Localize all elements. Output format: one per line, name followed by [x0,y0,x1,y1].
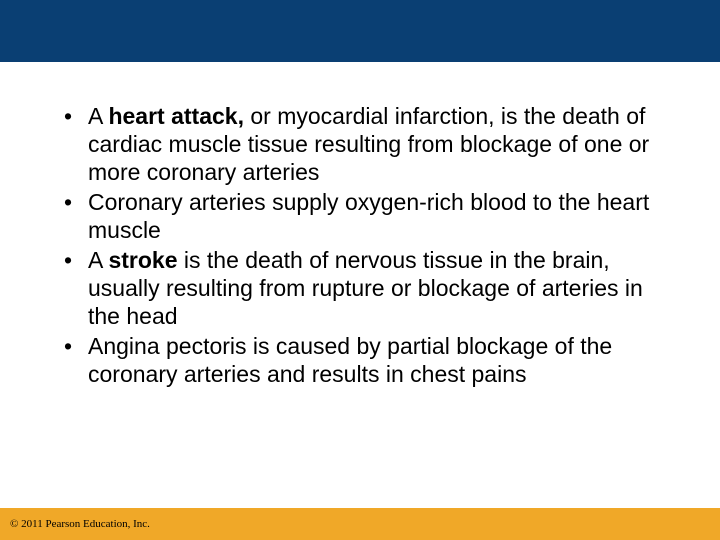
bullet-list: A heart attack, or myocardial infarction… [60,102,680,388]
text-run: A [88,103,108,129]
text-run: heart attack, [108,103,244,129]
bullet-item: A stroke is the death of nervous tissue … [60,246,680,330]
bullet-item: Angina pectoris is caused by partial blo… [60,332,680,388]
text-run: stroke [108,247,177,273]
copyright-text: © 2011 Pearson Education, Inc. [10,518,150,530]
bullet-item: Coronary arteries supply oxygen-rich blo… [60,188,680,244]
text-run: Coronary arteries supply oxygen-rich blo… [88,189,649,243]
text-run: A [88,247,108,273]
bullet-item: A heart attack, or myocardial infarction… [60,102,680,186]
slide-content: A heart attack, or myocardial infarction… [0,62,720,388]
text-run: Angina pectoris is caused by partial blo… [88,333,612,387]
footer-bar: © 2011 Pearson Education, Inc. [0,508,720,540]
header-bar [0,0,720,62]
